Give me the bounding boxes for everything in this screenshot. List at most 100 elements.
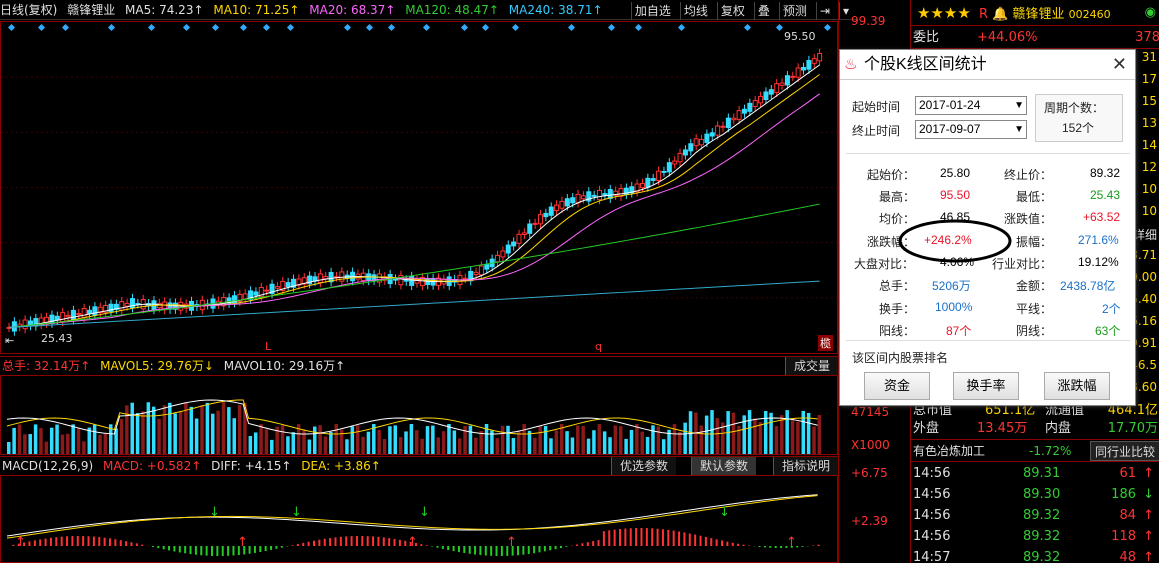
macd-bar [522, 546, 525, 555]
scroll-start-icon[interactable]: ⇤ [5, 334, 15, 347]
macd-bar [350, 536, 353, 546]
volume-bar [388, 426, 392, 454]
period-value: 152个 [1062, 121, 1095, 135]
arrow-up-icon: ↑ [1143, 550, 1154, 563]
chart-header: 日线(复权) 赣锋锂业 MA5: 74.23↑ MA10: 71.25↑ MA2… [0, 0, 858, 20]
macd-bar [785, 546, 788, 548]
volume-bar [323, 436, 328, 454]
edge-value: 13 [1141, 116, 1157, 130]
macd-bar [168, 546, 171, 551]
macd-chart[interactable]: ↑ ↓ ↑ ↓ ↑ ↓ ↑ ↓ ↑ [0, 475, 838, 563]
indicator-help-button[interactable]: 指标说明 [772, 457, 838, 475]
event-marker [37, 23, 46, 32]
candle-body [779, 82, 785, 86]
candle-body [129, 298, 135, 309]
industry-compare-button[interactable]: 同行业比较 [1089, 441, 1159, 461]
volume-bar [270, 439, 274, 454]
candle-body [495, 254, 501, 263]
macd-bar [345, 536, 348, 546]
globe-icon[interactable]: ◉ [1144, 5, 1156, 20]
bell-icon[interactable]: 🔔 [992, 7, 1009, 22]
volume-bar [141, 411, 145, 454]
start-time-select[interactable]: 2017-01-24 ▼ [915, 96, 1027, 115]
volume-bar [125, 405, 129, 454]
volume-bar [382, 438, 387, 454]
volume-bar [656, 426, 661, 454]
macd-bar [500, 546, 503, 556]
high-value: 95.50 [940, 188, 971, 202]
candle-body [527, 223, 533, 234]
macd-bar [447, 546, 450, 551]
candle-body [715, 125, 721, 136]
overlay-button[interactable]: 叠 [753, 2, 773, 20]
ma-button[interactable]: 均线 [679, 2, 711, 20]
volume-bar [259, 424, 263, 454]
macd-bar [114, 539, 117, 546]
edge-value: 6.16 [1130, 314, 1157, 328]
macd-bar [425, 545, 428, 546]
industry-name[interactable]: 有色冶炼加工 [913, 444, 986, 458]
turnover-rank-button[interactable]: 换手率 [953, 372, 1019, 400]
collapse-icon[interactable]: ⇥ [815, 2, 833, 20]
change-rank-button[interactable]: 涨跌幅 [1044, 372, 1110, 400]
adjust-button[interactable]: 复权 [716, 2, 748, 20]
volume-bar [7, 442, 11, 454]
stats-grid [846, 153, 1130, 341]
volume-bar [361, 436, 365, 454]
macd-bar [270, 546, 273, 550]
candle-body [682, 149, 688, 156]
volume-button[interactable]: 成交量 [784, 357, 838, 375]
volume-bar [731, 412, 736, 454]
volume-bar [296, 424, 301, 454]
macd-bar [737, 543, 740, 546]
volume-bar [350, 426, 355, 454]
volume-chart[interactable] [0, 375, 838, 455]
macd-bar [678, 531, 681, 546]
event-marker [61, 23, 70, 32]
macd-bar [17, 543, 20, 546]
macd-bar [221, 546, 224, 556]
volume-bar [157, 418, 161, 454]
volume-bar [586, 438, 591, 454]
macd-bar [420, 544, 423, 546]
optimal-params-button[interactable]: 优选参数 [610, 457, 676, 475]
macd-bar [710, 538, 713, 546]
volume-bar [313, 426, 317, 454]
fund-rank-button[interactable]: 资金 [864, 372, 930, 400]
event-marker [107, 23, 116, 32]
candle-body [226, 297, 232, 304]
candle-body [699, 138, 705, 146]
macd-bar [549, 546, 552, 551]
buy-arrow-icon: ↑ [407, 535, 418, 550]
edge-value: 10 [1141, 182, 1157, 196]
dialog-title-bar[interactable]: ♨ 个股K线区间统计 [840, 50, 1135, 80]
dropdown-icon[interactable]: ▾ [838, 2, 852, 20]
volume-bar [468, 425, 473, 454]
edge-value[interactable]: 详细 [1132, 228, 1157, 242]
end-time-select[interactable]: 2017-09-07 ▼ [915, 120, 1027, 139]
event-marker [567, 23, 576, 32]
volume-bar [189, 406, 194, 454]
float-cap-value: 464.1亿 [1107, 403, 1158, 418]
macd-bar [157, 546, 160, 549]
industry-compare-label: 行业对比： [992, 257, 1053, 271]
add-watchlist-button[interactable]: 加自选 [630, 2, 674, 20]
volume-bar [661, 439, 666, 454]
yin-label: 阴线： [1016, 324, 1053, 338]
marker-l: L [265, 340, 272, 353]
volume-bar [409, 424, 414, 454]
turnover-value: 1000% [935, 300, 973, 314]
candle-body [720, 125, 726, 128]
default-params-button[interactable]: 默认参数 [690, 457, 756, 475]
kline-chart[interactable]: 95.50 25.43 L q 榄 ⇤ [0, 21, 838, 354]
close-icon[interactable]: ✕ [1111, 54, 1127, 74]
volume-bar [683, 422, 687, 454]
volume-bar [640, 431, 644, 454]
volume-bar [737, 425, 741, 454]
price-axis: 99.39 47145 X1000 +6.75 +2.39 [838, 0, 910, 563]
chart-mode[interactable]: 日线(复权) [0, 3, 58, 17]
forecast-button[interactable]: 预测 [778, 2, 810, 20]
macd-bar [339, 536, 342, 546]
macd-bar [565, 546, 568, 547]
macd-bar [194, 546, 197, 555]
